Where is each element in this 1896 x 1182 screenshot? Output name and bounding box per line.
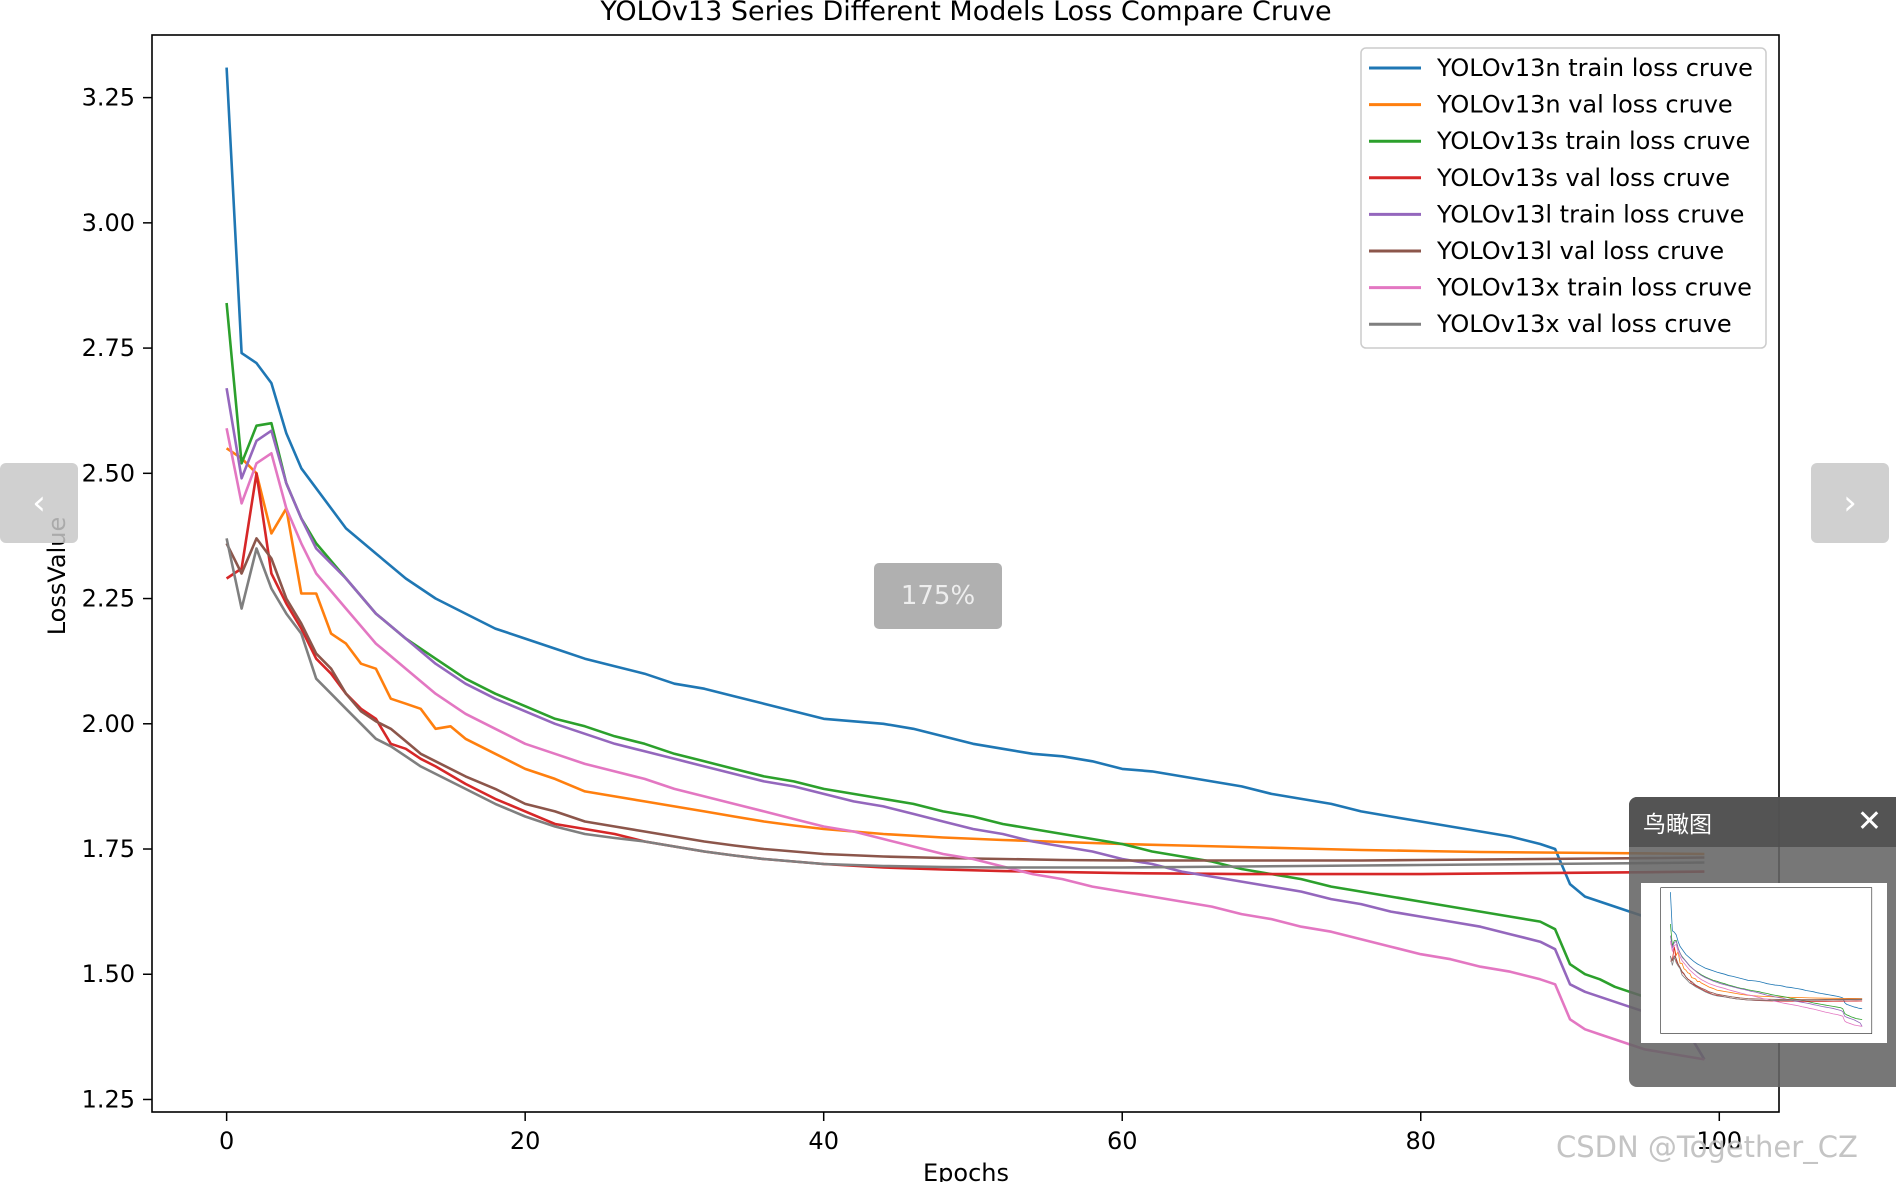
- y-tick-label-2: 1.75: [82, 835, 135, 863]
- prev-image-button[interactable]: ‹: [0, 463, 78, 543]
- x-tick-label-0: 0: [219, 1127, 234, 1155]
- birdseye-thumbnail[interactable]: [1641, 883, 1887, 1043]
- zoom-level-text: 175%: [900, 581, 976, 611]
- y-tick-label-3: 2.00: [82, 710, 135, 738]
- legend-label-7: YOLOv13x val loss cruve: [1436, 310, 1732, 338]
- legend-label-1: YOLOv13n val loss cruve: [1436, 91, 1733, 119]
- y-tick-label-5: 2.50: [82, 459, 135, 487]
- series-line-4: [225, 387, 1706, 1061]
- series-line-5: [225, 537, 1705, 862]
- watermark: CSDN @Together_CZ: [1556, 1130, 1858, 1164]
- y-tick-label-1: 1.50: [82, 960, 135, 988]
- y-tick-label-4: 2.25: [82, 585, 135, 613]
- series-line-7: [225, 538, 1705, 869]
- legend-box: [1360, 47, 1767, 349]
- chevron-right-icon: ›: [1843, 483, 1857, 523]
- close-icon[interactable]: ✕: [1856, 804, 1882, 839]
- legend-label-2: YOLOv13s train loss cruve: [1436, 127, 1750, 155]
- thumb-series-line-1: [1670, 943, 1863, 1000]
- thumb-series-line-2: [1670, 923, 1863, 1021]
- plot-frame: [151, 34, 1780, 1113]
- birdseye-header: 鸟瞰图 ✕: [1629, 797, 1896, 847]
- legend-label-6: YOLOv13x train loss cruve: [1436, 274, 1752, 302]
- x-tick-label-5: 100: [1696, 1127, 1742, 1155]
- chevron-left-icon: ‹: [32, 483, 46, 523]
- legend-label-4: YOLOv13l train loss cruve: [1436, 200, 1744, 228]
- thumb-series-line-0: [1670, 892, 1863, 1010]
- thumb-series-line-4: [1670, 935, 1863, 1027]
- birdseye-panel: 鸟瞰图 ✕: [1629, 797, 1896, 1087]
- series-line-6: [225, 427, 1705, 1061]
- y-tick-label-8: 3.25: [82, 84, 135, 112]
- y-ticks: 1.25 1.50 1.75 2.00 2.25 2.50 2.75 3.00 3.25: [82, 84, 152, 1113]
- x-axis-label: Epochs: [923, 1159, 1009, 1182]
- thumb-series-line-5: [1670, 955, 1863, 1000]
- zoom-level-badge: 175%: [874, 563, 1002, 629]
- thumb-series-line-7: [1670, 955, 1863, 1001]
- x-tick-label-3: 60: [1107, 1127, 1138, 1155]
- plot-lines: [225, 67, 1706, 1061]
- thumb-plot-frame: [1660, 887, 1873, 1034]
- legend-label-0: YOLOv13n train loss cruve: [1436, 54, 1753, 82]
- legend-label-3: YOLOv13s val loss cruve: [1436, 164, 1730, 192]
- x-tick-label-4: 80: [1405, 1127, 1436, 1155]
- y-tick-label-6: 2.75: [82, 334, 135, 362]
- legend: YOLOv13n train loss cruve YOLOv13n val lo…: [1360, 47, 1767, 349]
- x-tick-label-1: 20: [510, 1127, 541, 1155]
- chart-title: YOLOv13 Series Different Models Loss Com…: [599, 0, 1331, 27]
- x-tick-label-2: 40: [808, 1127, 839, 1155]
- series-line-2: [225, 302, 1705, 1011]
- next-image-button[interactable]: ›: [1811, 463, 1889, 543]
- series-line-0: [225, 67, 1705, 931]
- x-ticks: 0 20 40 60 80 100: [219, 1112, 1742, 1155]
- series-line-1: [225, 447, 1705, 856]
- y-tick-label-7: 3.00: [82, 209, 135, 237]
- y-tick-label-0: 1.25: [82, 1085, 135, 1113]
- legend-label-5: YOLOv13l val loss cruve: [1436, 237, 1724, 265]
- birdseye-title: 鸟瞰图: [1643, 812, 1712, 838]
